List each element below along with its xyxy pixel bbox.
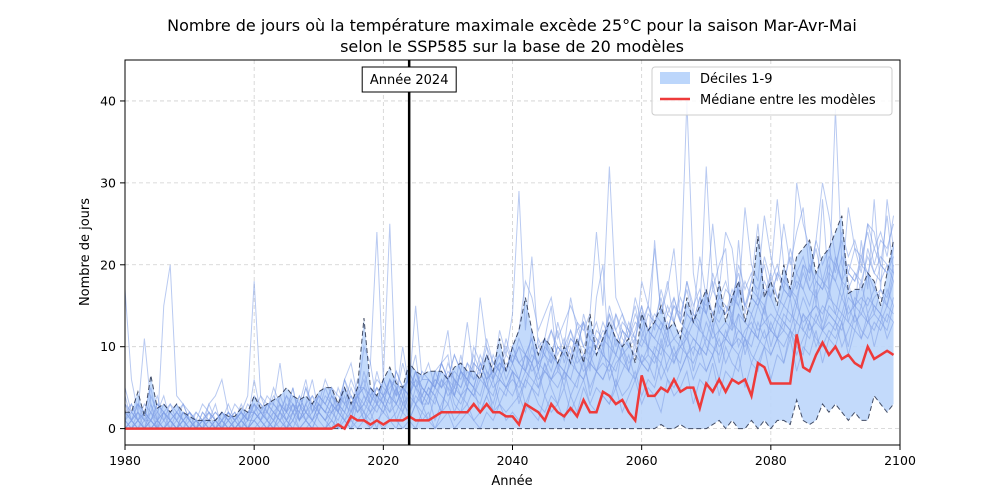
model-line bbox=[125, 182, 895, 431]
model-line bbox=[125, 215, 895, 423]
legend: Déciles 1-9 Médiane entre les modèles bbox=[651, 66, 893, 116]
legend-median-label: Médiane entre les modèles bbox=[700, 93, 876, 108]
decile-9-line bbox=[125, 215, 895, 421]
y-tick-label: 20 bbox=[100, 257, 116, 272]
y-tick-label: 40 bbox=[100, 93, 116, 108]
x-tick-label: 1980 bbox=[109, 453, 141, 468]
model-line bbox=[125, 312, 895, 431]
model-line bbox=[125, 304, 894, 430]
x-axis-label: Année bbox=[491, 474, 532, 489]
model-line bbox=[125, 281, 895, 422]
model-line bbox=[125, 297, 895, 430]
x-tick-label: 2100 bbox=[884, 453, 916, 468]
median-line bbox=[125, 334, 895, 431]
y-axis-ticks: 0 10 20 30 40 bbox=[100, 93, 125, 436]
year-annotation-box bbox=[361, 66, 457, 93]
x-tick-label: 2080 bbox=[755, 453, 787, 468]
y-axis-label: Nombre de jours bbox=[78, 198, 93, 306]
legend-band-label: Déciles 1-9 bbox=[700, 72, 773, 87]
model-line bbox=[125, 248, 895, 430]
x-tick-label: 2060 bbox=[626, 453, 658, 468]
plot-area bbox=[125, 60, 895, 445]
y-tick-label: 0 bbox=[108, 421, 116, 436]
x-tick-label: 2000 bbox=[238, 453, 270, 468]
decile-band bbox=[125, 215, 894, 429]
year-annotation: Année 2024 bbox=[361, 66, 457, 93]
legend-frame bbox=[651, 66, 893, 116]
legend-band-swatch bbox=[660, 72, 690, 84]
x-axis-ticks: 1980 2000 2020 2040 2060 2080 2100 bbox=[109, 445, 916, 468]
chart-title-line-2: selon le SSP585 sur la base de 20 modèle… bbox=[340, 37, 684, 56]
x-tick-label: 2040 bbox=[497, 453, 529, 468]
chart-title-line-1: Nombre de jours où la température maxima… bbox=[167, 16, 857, 35]
x-tick-label: 2020 bbox=[367, 453, 399, 468]
year-annotation-text: Année 2024 bbox=[370, 73, 449, 88]
y-tick-label: 30 bbox=[100, 175, 116, 190]
y-tick-label: 10 bbox=[100, 339, 116, 354]
model-line bbox=[125, 287, 895, 430]
